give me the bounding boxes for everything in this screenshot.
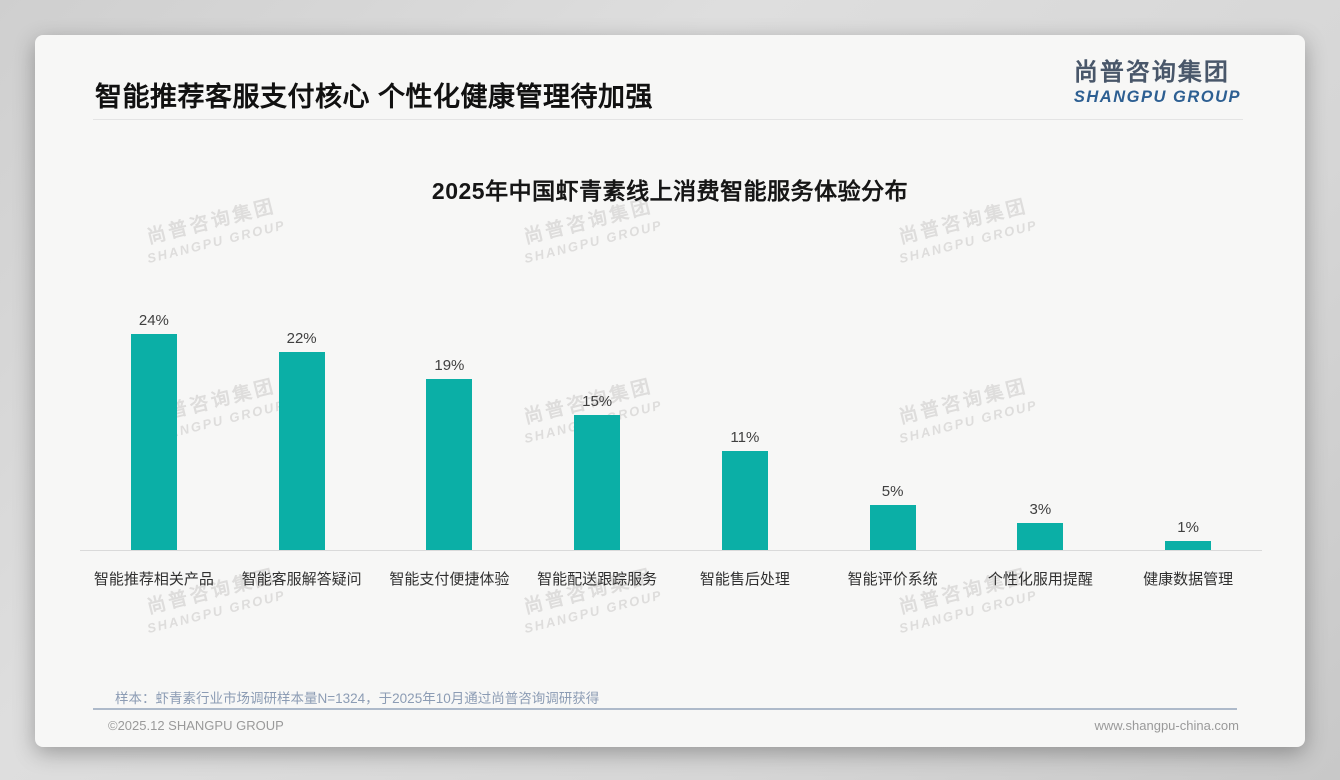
chart-plot-area: 24% 22% 19% 15% 11% 5% 3% 1%: [80, 301, 1262, 551]
bar-value-label: 3%: [1029, 501, 1052, 518]
footer-divider: [93, 708, 1237, 710]
bar-column: 11%: [671, 301, 819, 550]
chart-title: 2025年中国虾青素线上消费智能服务体验分布: [431, 178, 909, 204]
bar: [130, 334, 177, 550]
x-axis-labels: 智能推荐相关产品 智能客服解答疑问 智能支付便捷体验 智能配送跟踪服务 智能售后处理 智能…: [80, 552, 1262, 589]
bar-column: 19%: [376, 301, 524, 550]
bar-value-label: 1%: [1177, 519, 1199, 536]
bar-value-label: 11%: [730, 429, 760, 446]
page-title: 智能推荐客服支付核心 个性化健康管理待加强: [95, 82, 654, 112]
x-axis-label: 智能评价系统: [847, 571, 938, 588]
bar-value-label: 5%: [881, 483, 904, 500]
bar-column: 22%: [228, 301, 376, 550]
bar-value-label: 24%: [138, 312, 169, 329]
bar: [1165, 541, 1212, 550]
bar: [278, 352, 325, 550]
footer: ©2025.12 SHANGPU GROUP www.shangpu-china…: [108, 718, 1239, 733]
x-axis-label: 智能支付便捷体验: [389, 571, 510, 588]
bar: [869, 505, 916, 550]
x-axis-label: 智能售后处理: [699, 571, 790, 588]
sample-note: 样本：虾青素行业市场调研样本量N=1324，于2025年10月通过尚普咨询调研获…: [115, 691, 600, 706]
copyright-text: ©2025.12 SHANGPU GROUP: [108, 718, 284, 733]
brand-logo-english: SHANGPU GROUP: [1073, 88, 1241, 107]
bar-column: 3%: [967, 301, 1115, 550]
bar: [574, 415, 621, 550]
title-divider: [93, 119, 1243, 120]
website-url: www.shangpu-china.com: [1094, 718, 1239, 733]
brand-logo-chinese: 尚普咨询集团: [1073, 59, 1230, 86]
bar-value-label: 19%: [434, 357, 465, 374]
x-axis-label: 智能配送跟踪服务: [537, 571, 658, 588]
bar-value-label: 22%: [286, 330, 317, 347]
brand-logo: 尚普咨询集团 SHANGPU GROUP: [1073, 59, 1241, 107]
slide-card: 智能推荐客服支付核心 个性化健康管理待加强 尚普咨询集团 SHANGPU GRO…: [35, 35, 1305, 747]
bar-column: 15%: [523, 301, 671, 550]
bar: [426, 379, 473, 550]
bar-column: 5%: [819, 301, 967, 550]
x-axis-label: 智能推荐相关产品: [93, 571, 214, 588]
bar: [1017, 523, 1064, 550]
bar-column: 1%: [1114, 301, 1262, 550]
bar-column: 24%: [80, 301, 228, 550]
x-axis-label: 健康数据管理: [1143, 571, 1234, 588]
bar: [721, 451, 768, 550]
x-axis-label: 智能客服解答疑问: [241, 571, 362, 588]
bar-value-label: 15%: [582, 393, 613, 410]
x-axis-label: 个性化服用提醒: [987, 571, 1093, 588]
